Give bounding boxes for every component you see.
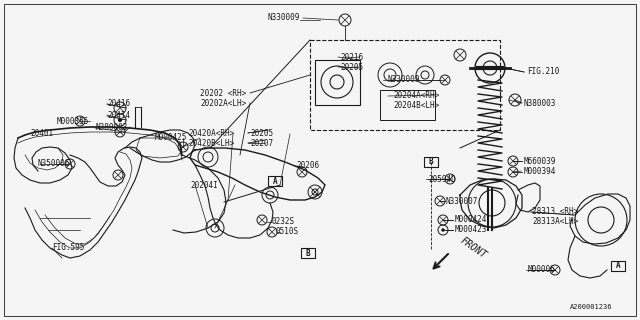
Text: 28313 <RH>: 28313 <RH> bbox=[532, 207, 579, 217]
Text: B: B bbox=[306, 249, 310, 258]
Circle shape bbox=[118, 118, 122, 122]
Text: A: A bbox=[616, 261, 620, 270]
Circle shape bbox=[441, 228, 445, 232]
Text: 20204B<LH>: 20204B<LH> bbox=[393, 101, 439, 110]
Text: M660039: M660039 bbox=[524, 156, 556, 165]
Text: 0510S: 0510S bbox=[275, 228, 298, 236]
Text: 20207: 20207 bbox=[250, 139, 273, 148]
Text: M00006: M00006 bbox=[528, 266, 556, 275]
Text: N330007: N330007 bbox=[445, 196, 477, 205]
Bar bbox=[315, 60, 360, 105]
Text: 20206: 20206 bbox=[296, 162, 319, 171]
Text: 20204I: 20204I bbox=[190, 180, 218, 189]
Text: M000423: M000423 bbox=[455, 226, 488, 235]
Text: M000425: M000425 bbox=[155, 133, 188, 142]
Text: FIG.595: FIG.595 bbox=[52, 244, 84, 252]
Text: 20205: 20205 bbox=[340, 62, 363, 71]
Text: 20416: 20416 bbox=[107, 99, 130, 108]
Text: 20202 <RH>: 20202 <RH> bbox=[200, 89, 246, 98]
Text: N380003: N380003 bbox=[95, 123, 127, 132]
Text: FRONT: FRONT bbox=[458, 236, 488, 260]
Text: M000355: M000355 bbox=[57, 116, 90, 125]
Text: N330009: N330009 bbox=[268, 13, 300, 22]
Text: 20205: 20205 bbox=[250, 129, 273, 138]
Text: 0232S: 0232S bbox=[272, 218, 295, 227]
Bar bbox=[310, 40, 500, 130]
Text: A200001236: A200001236 bbox=[570, 304, 612, 310]
Text: 20216: 20216 bbox=[340, 52, 363, 61]
Text: FIG.210: FIG.210 bbox=[527, 68, 559, 76]
Text: 20204A<RH>: 20204A<RH> bbox=[393, 92, 439, 100]
Text: M000424: M000424 bbox=[455, 215, 488, 225]
Text: B: B bbox=[429, 157, 433, 166]
Text: N330009: N330009 bbox=[388, 76, 420, 84]
Text: N350006: N350006 bbox=[38, 158, 70, 167]
Text: 20594D: 20594D bbox=[428, 174, 456, 183]
Text: 20202A<LH>: 20202A<LH> bbox=[200, 99, 246, 108]
Bar bbox=[380, 90, 435, 120]
Text: 20420A<RH>: 20420A<RH> bbox=[188, 130, 234, 139]
Text: A: A bbox=[273, 177, 277, 186]
Text: M000394: M000394 bbox=[524, 166, 556, 175]
Text: 28313A<LH>: 28313A<LH> bbox=[532, 218, 579, 227]
Text: 20420B<LH>: 20420B<LH> bbox=[188, 140, 234, 148]
Text: 20414: 20414 bbox=[107, 110, 130, 119]
Text: 20401: 20401 bbox=[30, 130, 53, 139]
Circle shape bbox=[314, 191, 316, 193]
Text: N380003: N380003 bbox=[524, 99, 556, 108]
